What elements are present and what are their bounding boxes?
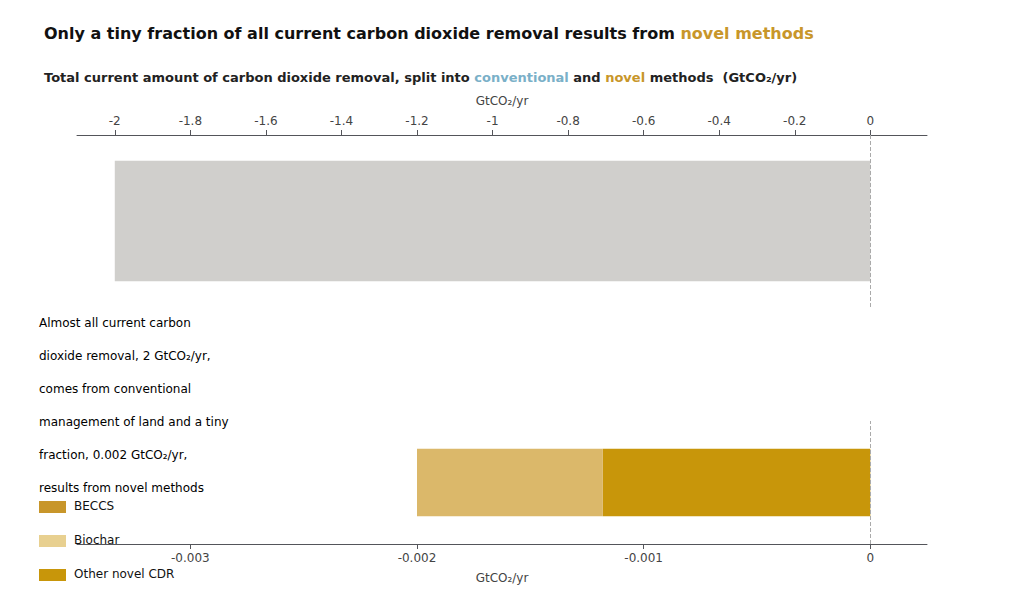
svg-text:Only a tiny fraction of all cu: Only a tiny fraction of all current carb… bbox=[44, 24, 680, 43]
svg-text:conventional: conventional bbox=[474, 70, 569, 85]
svg-text:BECCS: BECCS bbox=[74, 499, 114, 513]
svg-text:-0.4: -0.4 bbox=[708, 114, 731, 128]
svg-text:methods (GtCO₂/yr): methods (GtCO₂/yr) bbox=[645, 70, 797, 85]
svg-text:-1: -1 bbox=[487, 114, 499, 128]
svg-text:-1.6: -1.6 bbox=[254, 114, 277, 128]
svg-text:management of land and a tiny: management of land and a tiny bbox=[39, 415, 229, 429]
svg-text:fraction, 0.002 GtCO₂/yr,: fraction, 0.002 GtCO₂/yr, bbox=[39, 448, 187, 462]
svg-text:comes from: comes from bbox=[39, 382, 114, 396]
svg-text:novel: novel bbox=[605, 70, 645, 85]
svg-text:GtCO₂/yr: GtCO₂/yr bbox=[476, 571, 529, 585]
svg-text:and: and bbox=[569, 70, 605, 85]
svg-text:0: 0 bbox=[867, 551, 875, 565]
svg-text:GtCO₂/yr: GtCO₂/yr bbox=[476, 94, 529, 108]
svg-text:Biochar: Biochar bbox=[74, 533, 120, 547]
svg-text:-1.8: -1.8 bbox=[179, 114, 202, 128]
svg-text:-0.6: -0.6 bbox=[632, 114, 655, 128]
svg-text:-0.2: -0.2 bbox=[783, 114, 806, 128]
svg-text:conventional: conventional bbox=[114, 382, 191, 396]
svg-text:-1.2: -1.2 bbox=[405, 114, 428, 128]
svg-text:-0.001: -0.001 bbox=[624, 551, 663, 565]
svg-text:-0.003: -0.003 bbox=[171, 551, 210, 565]
svg-text:novel methods: novel methods bbox=[115, 481, 204, 495]
svg-text:Almost all current carbon: Almost all current carbon bbox=[39, 316, 191, 330]
svg-text:-2: -2 bbox=[109, 114, 121, 128]
svg-text:-1.4: -1.4 bbox=[330, 114, 353, 128]
svg-text:0: 0 bbox=[867, 114, 875, 128]
svg-text:Other novel CDR: Other novel CDR bbox=[74, 567, 174, 581]
svg-text:Total current amount of carbon: Total current amount of carbon dioxide r… bbox=[44, 70, 474, 85]
svg-text:novel methods: novel methods bbox=[680, 24, 813, 43]
svg-text:results from: results from bbox=[39, 481, 115, 495]
svg-text:dioxide removal, 2 GtCO₂/yr,: dioxide removal, 2 GtCO₂/yr, bbox=[39, 349, 211, 363]
svg-text:-0.8: -0.8 bbox=[556, 114, 579, 128]
svg-text:-0.002: -0.002 bbox=[398, 551, 437, 565]
